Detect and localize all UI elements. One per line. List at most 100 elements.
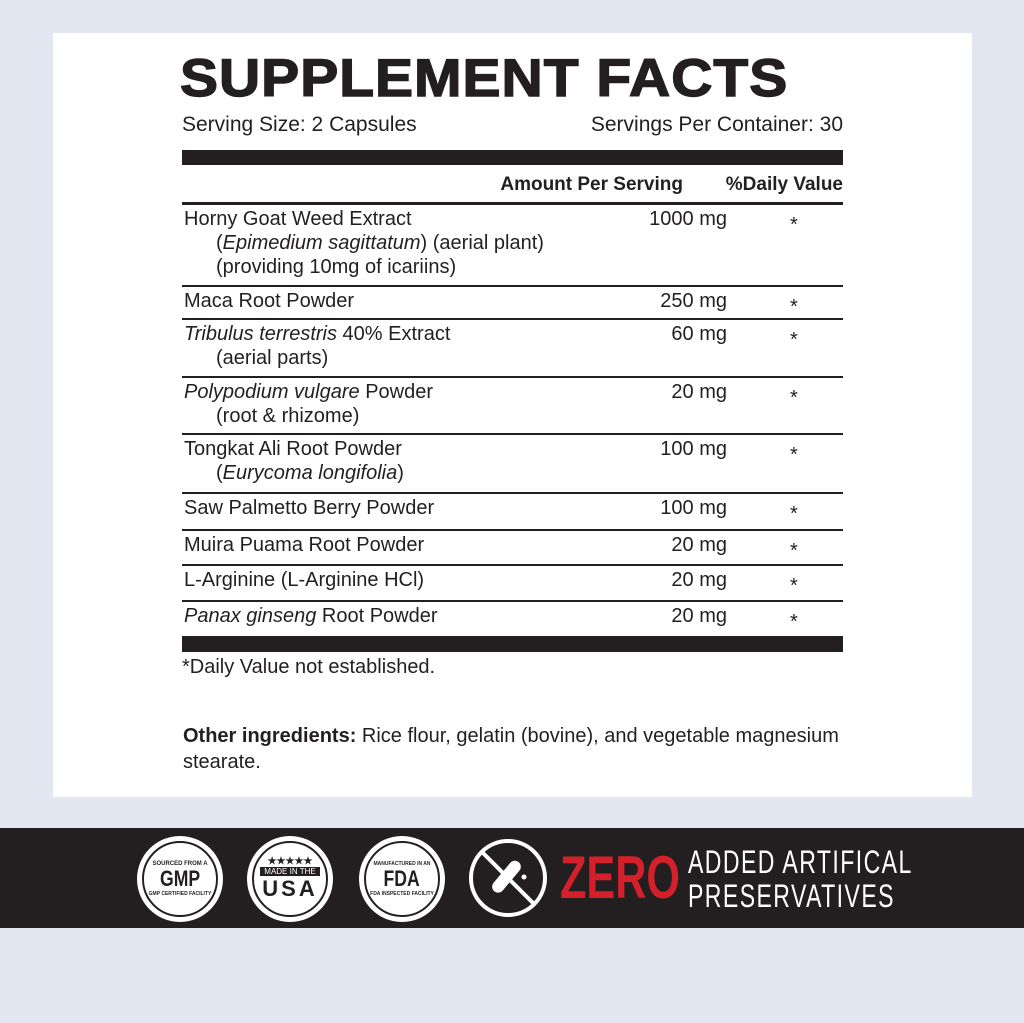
daily-value: * (790, 214, 798, 236)
name-text: ) (aerial plant) (420, 232, 544, 254)
ingredient-line: L-Arginine (L-Arginine HCl) (184, 568, 424, 592)
fda-bottom: FDA INSPECTED FACILITY (370, 891, 434, 897)
amount: 100 mg (660, 497, 727, 519)
name-text: ) (397, 462, 404, 484)
ingredient-line: Polypodium vulgare Powder (184, 380, 433, 404)
table-row: Panax ginseng Root Powder 20 mg * (182, 602, 843, 638)
table-row: Tribulus terrestris 40% Extract (aerial p… (182, 320, 843, 378)
ingredient-name: Panax ginseng Root Powder (184, 604, 438, 628)
gmp-top: SOURCED FROM A (152, 861, 208, 867)
daily-value: * (790, 611, 798, 633)
ingredient-name: L-Arginine (L-Arginine HCl) (184, 568, 424, 592)
other-ingredients-text: Rice flour, gelatin (bovine), and vegeta… (183, 725, 839, 773)
ingredient-name: Tongkat Ali Root Powder (Eurycoma longifo… (184, 437, 404, 485)
zero-text: ZERO (560, 844, 681, 911)
ingredient-line: Panax ginseng Root Powder (184, 604, 438, 628)
daily-value: * (790, 503, 798, 525)
page-title: SUPPLEMENT FACTS (179, 48, 789, 108)
name-text: (aerial parts) (216, 347, 329, 369)
ingredient-name: Polypodium vulgare Powder (root & rhizome… (184, 380, 433, 428)
added-line2: PRESERVATIVES (688, 878, 895, 914)
amount: 20 mg (671, 569, 727, 591)
usa-main: USA (262, 876, 318, 901)
name-text: Tongkat Ali Root Powder (184, 438, 402, 460)
ingredient-line: Horny Goat Weed Extract (184, 207, 544, 231)
amount: 60 mg (671, 323, 727, 345)
daily-value: * (790, 540, 798, 562)
usa-badge: ★★★★★ MADE IN THE USA (247, 836, 333, 922)
ingredient-line: (aerial parts) (184, 346, 450, 370)
thick-divider (182, 638, 843, 652)
ingredient-name: Horny Goat Weed Extract (Epimedium sagitt… (184, 207, 544, 279)
gmp-bottom: GMP CERTIFIED FACILITY (148, 891, 212, 897)
amount: 20 mg (671, 381, 727, 403)
ingredient-line: Saw Palmetto Berry Powder (184, 496, 434, 520)
amount: 20 mg (671, 534, 727, 556)
latin-name: Eurycoma longifolia (222, 462, 398, 484)
crossed-test-tube-icon (467, 837, 549, 919)
name-text: Powder (359, 381, 434, 403)
amount: 250 mg (660, 290, 727, 312)
ingredient-line: (providing 10mg of icariins) (184, 255, 544, 279)
name-text: ( (216, 232, 223, 254)
table-row: Horny Goat Weed Extract (Epimedium sagitt… (182, 205, 843, 287)
ingredient-line: (Epimedium sagittatum) (aerial plant) (184, 231, 544, 255)
gmp-main: GMP (159, 866, 201, 891)
ingredient-name: Tribulus terrestris 40% Extract (aerial p… (184, 322, 450, 370)
daily-value-header: %Daily Value (725, 174, 843, 195)
ingredient-name: Muira Puama Root Powder (184, 533, 424, 557)
ingredient-line: Muira Puama Root Powder (184, 533, 424, 557)
amount: 100 mg (660, 438, 727, 460)
daily-value: * (790, 444, 798, 466)
ingredient-line: Tongkat Ali Root Powder (184, 437, 404, 461)
latin-name: Tribulus terrestris (184, 323, 337, 345)
table-row: Tongkat Ali Root Powder (Eurycoma longifo… (182, 435, 843, 494)
amount: 20 mg (671, 605, 727, 627)
name-text: ( (216, 462, 223, 484)
name-text: 40% Extract (337, 323, 451, 345)
ingredient-line: Tribulus terrestris 40% Extract (184, 322, 450, 346)
serving-size: Serving Size: 2 Capsules (182, 113, 417, 136)
ingredients-table: Horny Goat Weed Extract (Epimedium sagitt… (182, 205, 843, 638)
name-text: (providing 10mg of icariins) (216, 256, 457, 278)
daily-value: * (790, 329, 798, 351)
amount: 1000 mg (649, 208, 727, 230)
ingredient-line: (Eurycoma longifolia) (184, 461, 404, 485)
table-row: Polypodium vulgare Powder (root & rhizome… (182, 378, 843, 435)
servings-per-container: Servings Per Container: 30 (590, 113, 843, 136)
name-text: Horny Goat Weed Extract (184, 208, 412, 230)
table-row: L-Arginine (L-Arginine HCl) 20 mg * (182, 566, 843, 602)
usa-stars: ★★★★★ (267, 856, 313, 867)
thick-divider (182, 150, 843, 165)
name-text: Root Powder (316, 605, 438, 627)
usa-top: MADE IN THE (260, 867, 320, 876)
added-line1: ADDED ARTIFICAL (688, 844, 913, 880)
daily-value: * (790, 296, 798, 318)
added-preservatives-text: ADDED ARTIFICAL PRESERVATIVES (688, 845, 913, 913)
table-row: Saw Palmetto Berry Powder 100 mg * (182, 494, 843, 531)
fda-top: MANUFACTURED IN AN (373, 861, 431, 867)
fda-main: FDA (383, 866, 421, 891)
footnote: *Daily Value not established. (182, 656, 436, 678)
amount-header: Amount Per Serving (500, 174, 683, 195)
table-row: Maca Root Powder 250 mg * (182, 287, 843, 320)
name-text: (root & rhizome) (216, 405, 360, 427)
other-ingredients: Other ingredients: Rice flour, gelatin (… (183, 723, 853, 775)
name-text: Saw Palmetto Berry Powder (184, 497, 435, 519)
ingredient-name: Saw Palmetto Berry Powder (184, 496, 434, 520)
ingredient-name: Maca Root Powder (184, 289, 354, 313)
fda-badge: MANUFACTURED IN AN FDA FDA INSPECTED FAC… (359, 836, 445, 922)
other-ingredients-label: Other ingredients: (183, 725, 357, 747)
name-text: Muira Puama Root Powder (184, 534, 425, 556)
gmp-badge: SOURCED FROM A GMP GMP CERTIFIED FACILIT… (137, 836, 223, 922)
latin-name: Panax ginseng (184, 605, 317, 627)
daily-value: * (790, 575, 798, 597)
ingredient-line: Maca Root Powder (184, 289, 354, 313)
daily-value: * (790, 387, 798, 409)
divider (182, 202, 843, 205)
table-row: Muira Puama Root Powder 20 mg * (182, 531, 843, 566)
name-text: L-Arginine (L-Arginine HCl) (184, 569, 425, 591)
ingredient-line: (root & rhizome) (184, 404, 433, 428)
name-text: Maca Root Powder (184, 290, 355, 312)
latin-name: Polypodium vulgare (184, 381, 360, 403)
